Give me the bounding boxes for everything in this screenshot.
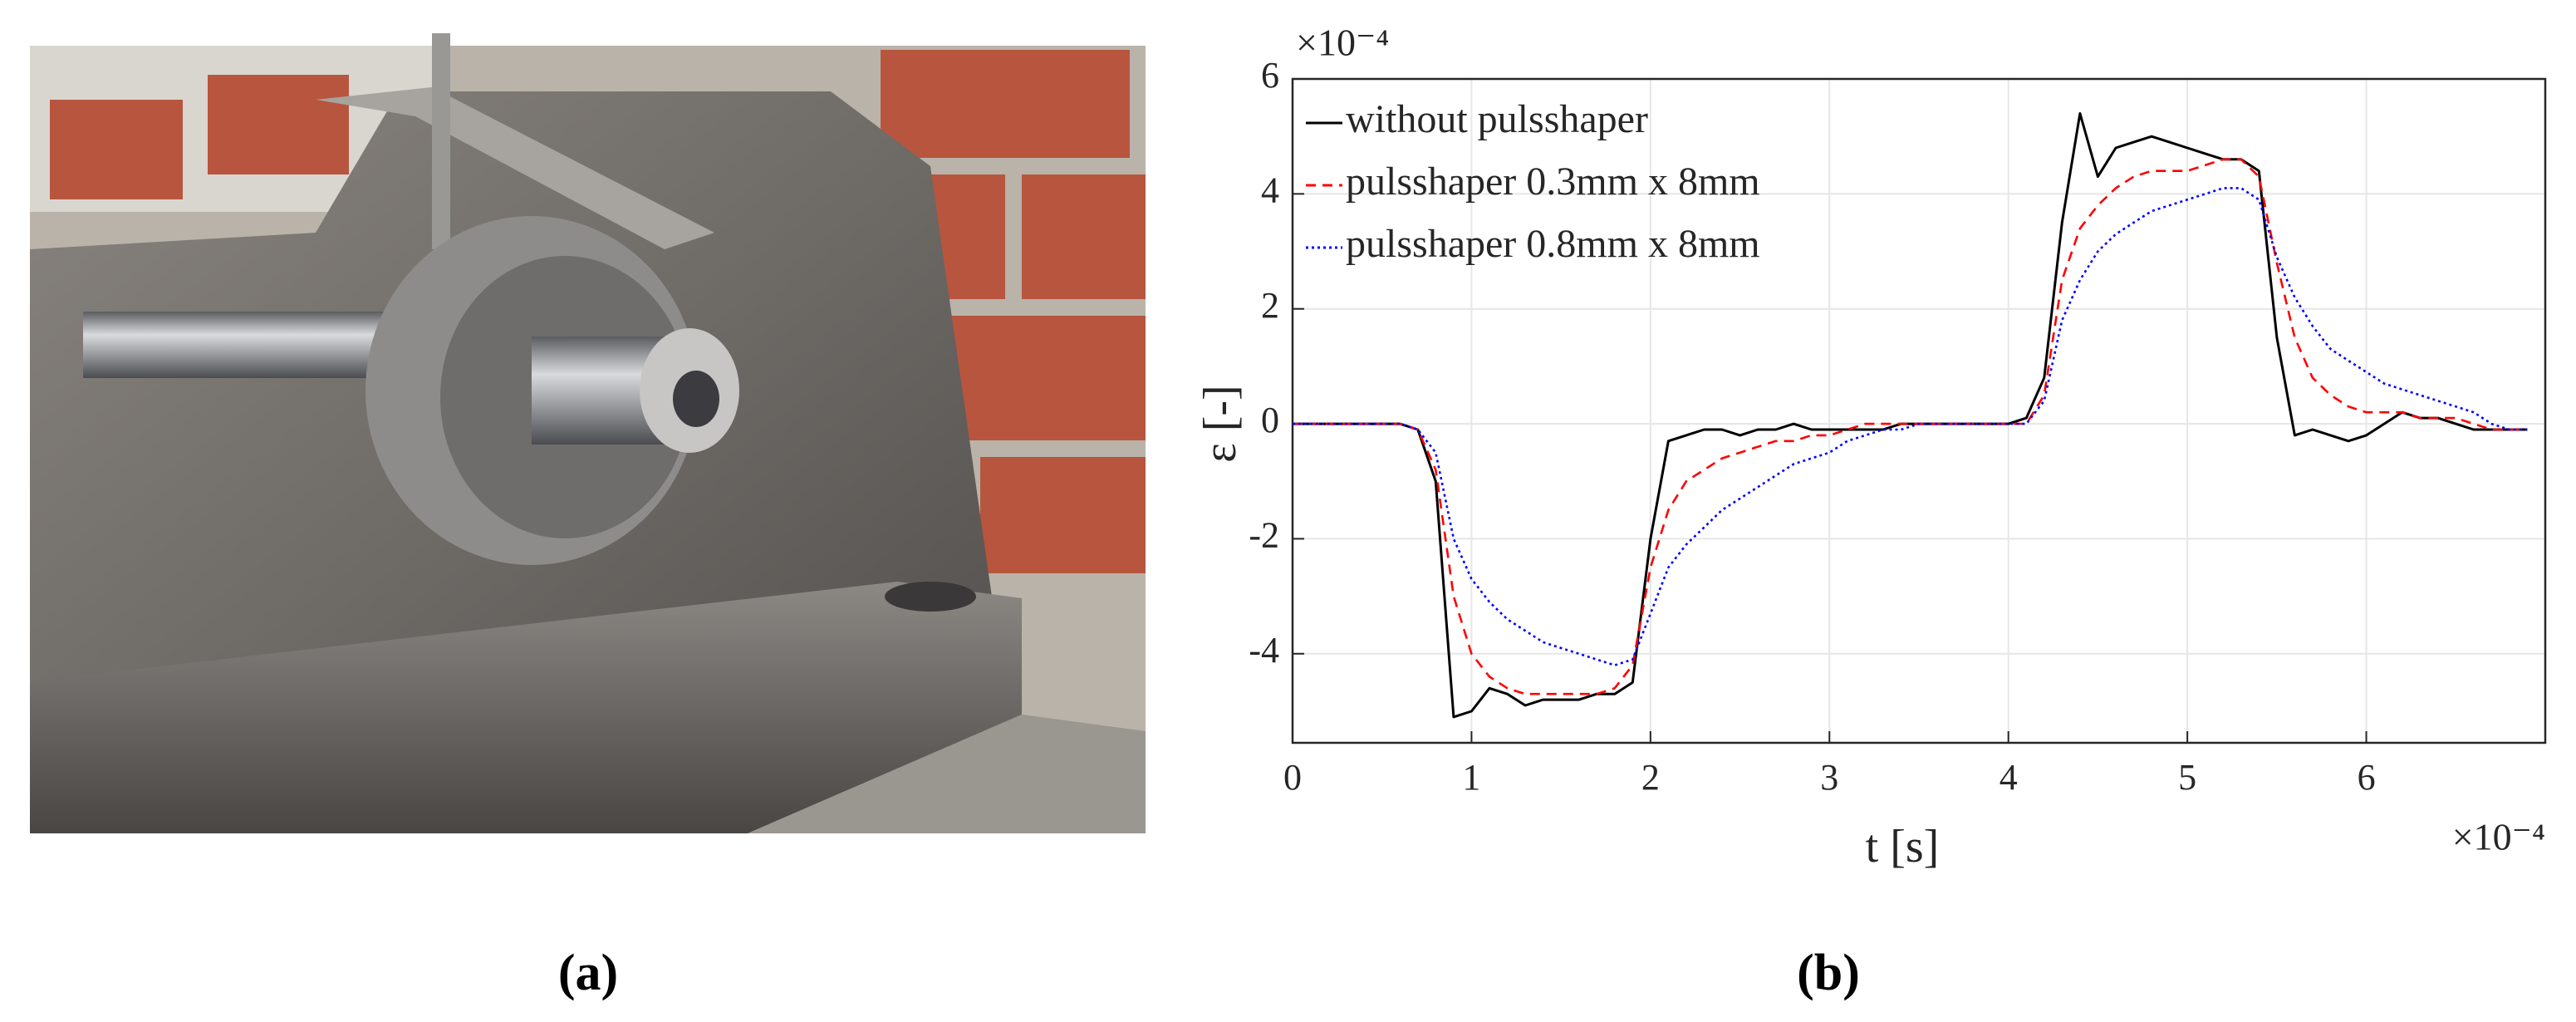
- y-multiplier: ×10⁻⁴: [1296, 22, 1389, 64]
- bar-left: [83, 312, 415, 378]
- axes-box: [1291, 77, 2547, 744]
- line-series: [1293, 112, 2528, 719]
- legend-label: without pulsshaper: [1346, 97, 1648, 141]
- y-tick-label: 4: [1261, 170, 1279, 210]
- line-series: [1293, 158, 2528, 695]
- y-tick-label: 2: [1261, 285, 1279, 326]
- x-tick-label: 5: [2178, 757, 2196, 798]
- y-tick-label: -2: [1249, 515, 1279, 556]
- plot-area: [1293, 79, 2545, 743]
- x-tick-label: 6: [2358, 757, 2376, 798]
- y-tick-label: -4: [1249, 630, 1279, 671]
- threaded-rod: [432, 33, 450, 249]
- x-multiplier: ×10⁻⁴: [2452, 816, 2545, 858]
- specimen: [673, 371, 719, 427]
- panel-label: (a): [558, 945, 618, 1001]
- x-tick-label: 0: [1283, 757, 1302, 798]
- bolt: [885, 582, 976, 612]
- photo: [30, 33, 1146, 833]
- bracket: [316, 87, 714, 249]
- x-axis-label: t [s]: [1866, 821, 1940, 872]
- rail: [748, 715, 1146, 833]
- x-tick-label: 3: [1820, 757, 1838, 798]
- x-tick-label: 1: [1462, 757, 1480, 798]
- chart: 0 1 2 3 4 5 6 -4 -2 0 2 4 6 t [s] ε [-] ×10⁻⁴ ×10⁻⁴ witho…: [1195, 22, 2547, 872]
- x-tick-label: 2: [1641, 757, 1660, 798]
- legend-label: pulsshaper 0.8mm x 8mm: [1346, 222, 1760, 266]
- y-tick-label: 6: [1261, 55, 1279, 96]
- bricks: [50, 50, 1146, 573]
- legend-label: pulsshaper 0.3mm x 8mm: [1346, 160, 1760, 204]
- y-tick-label: 0: [1261, 400, 1279, 440]
- base-bar: [30, 582, 1022, 833]
- panel-label: (b): [1797, 945, 1860, 1001]
- y-axis-label: ε [-]: [1195, 385, 1246, 462]
- x-tick-label: 4: [1999, 757, 2018, 798]
